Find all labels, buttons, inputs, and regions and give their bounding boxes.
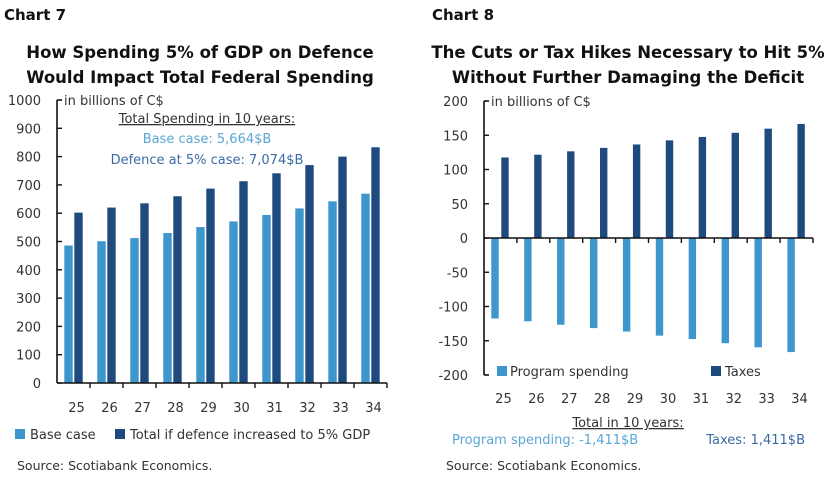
chart8-y-tick-label: 0 bbox=[460, 232, 468, 247]
chart8-label: Chart 8 bbox=[432, 6, 495, 24]
chart7-title-line2: Would Impact Total Federal Spending bbox=[26, 68, 374, 87]
chart7-title: How Spending 5% of GDP on Defence Would … bbox=[0, 40, 400, 90]
chart7-unit-label: in billions of C$ bbox=[64, 94, 164, 109]
chart8-x-tick-label: 34 bbox=[791, 392, 808, 407]
chart7-y-tick-label: 100 bbox=[16, 349, 41, 364]
chart7-y-tick-label: 600 bbox=[16, 207, 41, 222]
chart7-legend-swatch-total bbox=[115, 429, 125, 439]
bar-chart8-program-spending-33 bbox=[753, 237, 763, 348]
chart7-y-tick-label: 900 bbox=[16, 122, 41, 137]
chart8-y-tick-label: -150 bbox=[438, 335, 468, 350]
chart7-x-tick-label: 30 bbox=[233, 401, 250, 416]
chart7-annotation-line: Defence at 5% case: 7,074$B bbox=[111, 153, 304, 168]
chart7-plot: 0 100 200 300 400 500 600 700 800 900 1000 25 26 27 28… bbox=[8, 94, 388, 443]
chart8-x-tick-label: 29 bbox=[627, 392, 644, 407]
chart8-title-line2: Without Further Damaging the Deficit bbox=[451, 68, 805, 87]
chart8-x-tick-label: 27 bbox=[561, 392, 578, 407]
chart8-legend-label-taxes: Taxes bbox=[724, 365, 761, 380]
chart8-y-tick-label: -200 bbox=[438, 369, 468, 384]
chart8-unit-label: in billions of C$ bbox=[491, 95, 591, 110]
chart7-x-tick-label: 29 bbox=[200, 401, 217, 416]
chart8-annotation-taxes: Taxes: 1,411$B bbox=[705, 433, 805, 448]
chart7-legend-label-total: Total if defence increased to 5% GDP bbox=[129, 428, 370, 443]
chart7-annotation-line: Base case: 5,664$B bbox=[143, 132, 272, 147]
chart8-y-tick-label: -50 bbox=[447, 266, 468, 281]
chart8-title-line1: The Cuts or Tax Hikes Necessary to Hit 5… bbox=[431, 43, 825, 62]
chart7-y-tick-label: 0 bbox=[33, 377, 41, 392]
bar-chart8-program-spending-27 bbox=[556, 237, 566, 326]
chart8-x-tick-label: 32 bbox=[725, 392, 742, 407]
chart8-x-tick-label: 25 bbox=[495, 392, 512, 407]
chart7-y-tick-label: 400 bbox=[16, 264, 41, 279]
chart8-annotation-heading: Total in 10 years: bbox=[571, 416, 683, 431]
bar-chart8-taxes-30 bbox=[665, 139, 674, 239]
bar-chart8-taxes-31 bbox=[698, 136, 707, 239]
bar-chart8-taxes-32 bbox=[730, 132, 740, 239]
chart7-y-tick-label: 500 bbox=[16, 236, 41, 251]
chart7-legend-swatch-base bbox=[15, 429, 25, 439]
bar-chart8-taxes-27 bbox=[566, 150, 576, 239]
chart8-y-tick-label: -100 bbox=[438, 301, 468, 316]
chart7-y-tick-label: 1000 bbox=[8, 94, 41, 109]
bar-chart8-taxes-33 bbox=[763, 128, 773, 239]
bar-chart8-taxes-26 bbox=[533, 154, 543, 239]
bar-chart8-program-spending-29 bbox=[622, 237, 631, 333]
chart7-x-tick-label: 34 bbox=[365, 401, 382, 416]
bar-chart8-program-spending-31 bbox=[688, 237, 697, 340]
chart7-source: Source: Scotiabank Economics. bbox=[17, 458, 213, 473]
bar-chart8-program-spending-26 bbox=[523, 237, 533, 322]
chart7-y-tick-label: 800 bbox=[16, 151, 41, 166]
chart7-label: Chart 7 bbox=[4, 6, 67, 24]
chart8-y-tick-label: 150 bbox=[443, 129, 468, 144]
chart8-x-tick-label: 33 bbox=[758, 392, 775, 407]
bar-chart8-taxes-29 bbox=[632, 143, 641, 239]
chart8-x-tick-label: 31 bbox=[693, 392, 710, 407]
chart7-annotation-heading: Total Spending in 10 years: bbox=[118, 112, 296, 127]
chart8-source: Source: Scotiabank Economics. bbox=[446, 458, 642, 473]
chart8-legend-swatch-taxes bbox=[711, 366, 721, 376]
chart8-y-tick-label: 100 bbox=[443, 164, 468, 179]
chart7-x-tick-label: 31 bbox=[266, 401, 283, 416]
chart8-annotation-program: Program spending: -1,411$B bbox=[452, 433, 638, 448]
chart7-x-tick-label: 26 bbox=[101, 401, 118, 416]
chart7-x-tick-label: 28 bbox=[167, 401, 184, 416]
bar-chart8-taxes-28 bbox=[599, 147, 609, 239]
chart8-title: The Cuts or Tax Hikes Necessary to Hit 5… bbox=[428, 40, 828, 90]
bar-chart8-program-spending-25 bbox=[490, 237, 500, 320]
chart7-x-tick-label: 25 bbox=[68, 401, 85, 416]
bar-chart8-program-spending-32 bbox=[720, 237, 730, 344]
bar-chart8-taxes-25 bbox=[500, 156, 510, 239]
chart7-x-tick-label: 27 bbox=[134, 401, 151, 416]
chart8-legend-label-program: Program spending bbox=[510, 365, 629, 380]
chart7-x-tick-label: 33 bbox=[332, 401, 349, 416]
bar-chart8-program-spending-30 bbox=[655, 237, 664, 337]
chart7-y-tick-label: 300 bbox=[16, 292, 41, 307]
chart8-x-tick-label: 26 bbox=[528, 392, 545, 407]
chart7-y-tick-label: 200 bbox=[16, 320, 41, 335]
chart8-y-tick-label: 200 bbox=[443, 95, 468, 110]
chart8-legend-swatch-program bbox=[497, 366, 507, 376]
chart8-y-tick-label: 50 bbox=[451, 198, 468, 213]
bar-chart8-program-spending-34 bbox=[786, 237, 796, 353]
bar-chart8-taxes-34 bbox=[796, 123, 806, 239]
bar-chart8-program-spending-28 bbox=[589, 237, 599, 329]
chart7-x-tick-label: 32 bbox=[299, 401, 316, 416]
chart7-y-tick-label: 700 bbox=[16, 179, 41, 194]
chart8-x-tick-label: 28 bbox=[594, 392, 611, 407]
chart7-legend-label-base: Base case bbox=[30, 428, 96, 443]
chart8-x-tick-label: 30 bbox=[660, 392, 677, 407]
chart7-title-line1: How Spending 5% of GDP on Defence bbox=[26, 43, 374, 62]
